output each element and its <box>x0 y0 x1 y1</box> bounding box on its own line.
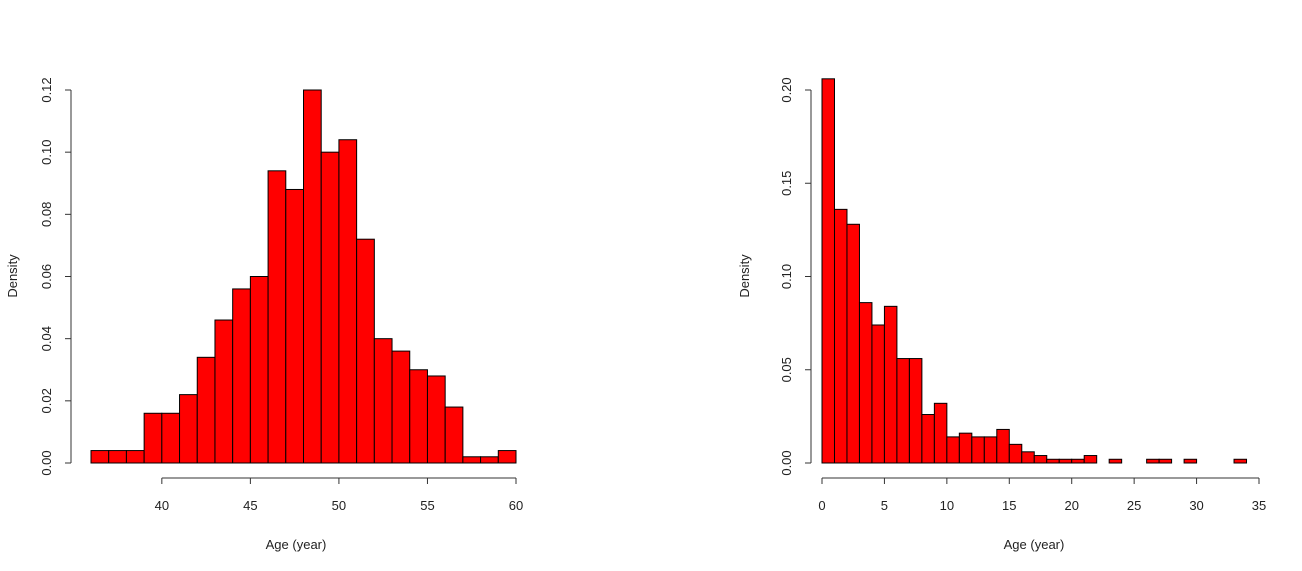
right-y-tick-label-2: 0.10 <box>779 264 794 289</box>
left-histogram-bar-20 <box>444 406 464 464</box>
left-x-tick-label-1: 45 <box>243 498 257 513</box>
right-x-tick-label-0: 0 <box>818 498 825 513</box>
right-histogram-panel: 0 5 10 15 20 25 30 35 0.00 0.05 0.10 0.15 0.20 Age … <box>737 77 1266 552</box>
left-histogram-bar-3 <box>143 412 163 464</box>
left-histogram-bar-7 <box>214 319 234 464</box>
right-y-tick-label-3: 0.15 <box>779 171 794 196</box>
right-x-tick-label-2: 10 <box>940 498 954 513</box>
right-y-tick-label-1: 0.05 <box>779 357 794 382</box>
left-histogram-bar-9 <box>249 276 269 464</box>
right-histogram-bar-13 <box>983 436 998 464</box>
left-x-tick-label-0: 40 <box>155 498 169 513</box>
right-histogram-bar-12 <box>971 436 985 464</box>
right-histogram-bar-16 <box>1021 451 1035 464</box>
right-histogram-bar-33 <box>1233 458 1248 464</box>
left-histogram-bar-23 <box>497 450 517 464</box>
left-histogram-bar-8 <box>232 288 251 464</box>
left-x-tick-label-2: 50 <box>332 498 346 513</box>
left-y-tick-label-6: 0.12 <box>39 77 54 102</box>
left-histogram-bar-6 <box>196 356 216 464</box>
right-histogram-bar-17 <box>1033 455 1048 464</box>
left-histogram-bars <box>90 89 517 464</box>
right-histogram-bar-15 <box>1008 443 1023 464</box>
left-y-tick-label-5: 0.10 <box>39 140 54 165</box>
left-histogram-bar-16 <box>373 338 393 464</box>
left-histogram-bar-14 <box>338 139 358 464</box>
right-histogram-bar-11 <box>958 432 973 464</box>
left-histogram-panel: 40 45 50 55 60 0.000.020.040.060.080.100.12 … <box>5 77 523 552</box>
right-histogram-bar-19 <box>1058 458 1073 464</box>
left-x-tick-label-3: 55 <box>420 498 434 513</box>
right-x-axis-label: Age (year) <box>1004 537 1065 552</box>
left-y-tick-label-1: 0.02 <box>39 388 54 413</box>
right-histogram-bar-10 <box>946 436 960 464</box>
right-histogram-bar-9 <box>933 402 948 464</box>
left-histogram-bar-2 <box>125 450 145 464</box>
right-histogram-bar-21 <box>1083 455 1098 464</box>
right-histogram-bar-1 <box>833 208 848 464</box>
right-histogram-bar-8 <box>921 414 935 464</box>
left-x-tick-label-4: 60 <box>509 498 523 513</box>
left-histogram-bar-18 <box>409 369 428 464</box>
left-histogram-bar-17 <box>391 350 411 464</box>
left-histogram-bar-11 <box>285 188 305 464</box>
left-histogram-bar-12 <box>303 89 322 464</box>
right-histogram-bars <box>821 78 1248 464</box>
left-histogram-bar-13 <box>320 151 340 464</box>
left-y-axis-label: Density <box>5 254 20 298</box>
right-x-tick-label-4: 20 <box>1064 498 1078 513</box>
left-histogram-bar-10 <box>267 170 287 464</box>
right-histogram-bar-23 <box>1108 458 1123 464</box>
left-y-tick-label-0: 0.00 <box>39 450 54 475</box>
right-histogram-bar-4 <box>871 324 885 464</box>
right-histogram-bar-7 <box>908 358 923 464</box>
left-histogram-bar-22 <box>480 456 499 464</box>
left-y-axis: 0.00 0.02 0.04 0.06 0.08 0.10 0.12 <box>39 77 72 476</box>
left-histogram-bar-15 <box>356 238 375 464</box>
right-x-tick-label-3: 15 <box>1002 498 1016 513</box>
right-histogram-bar-20 <box>1071 458 1085 464</box>
right-y-axis: 0.00 0.05 0.10 0.15 0.20 <box>779 77 812 476</box>
right-x-tick-label-7: 35 <box>1252 498 1266 513</box>
right-y-tick-label-0: 0.00 <box>779 450 794 475</box>
right-x-tick-label-1: 5 <box>881 498 888 513</box>
right-histogram-bar-29 <box>1183 458 1198 464</box>
right-histogram-bar-18 <box>1046 458 1060 464</box>
right-histogram-bar-0 <box>821 78 835 464</box>
left-histogram-bar-21 <box>462 456 482 464</box>
left-y-tick-label-3: 0.06 <box>39 264 54 289</box>
right-x-tick-label-5: 25 <box>1127 498 1141 513</box>
left-histogram-bar-0 <box>90 450 110 464</box>
left-x-axis-label: Age (year) <box>266 537 327 552</box>
right-histogram-bar-27 <box>1158 458 1173 464</box>
right-histogram-bar-14 <box>996 428 1010 464</box>
left-histogram-bar-1 <box>108 450 127 464</box>
right-histogram-bar-26 <box>1146 458 1160 464</box>
left-y-tick-label-2: 0.04 <box>39 326 54 351</box>
right-histogram-bar-5 <box>883 305 898 464</box>
left-x-axis: 40 45 50 55 60 <box>155 477 523 513</box>
right-histogram-bar-3 <box>858 302 873 464</box>
left-y-tick-label-4: 0.08 <box>39 202 54 227</box>
right-x-axis: 0 5 10 15 20 25 30 35 <box>818 477 1266 513</box>
right-histogram-bar-2 <box>846 223 860 464</box>
right-histogram-bar-6 <box>896 358 910 464</box>
left-histogram-bar-4 <box>161 412 181 464</box>
right-y-tick-label-4: 0.20 <box>779 77 794 102</box>
right-y-axis-label: Density <box>737 254 752 298</box>
right-x-tick-label-6: 30 <box>1189 498 1203 513</box>
left-histogram-bar-19 <box>426 375 446 464</box>
left-histogram-bar-5 <box>179 394 198 464</box>
